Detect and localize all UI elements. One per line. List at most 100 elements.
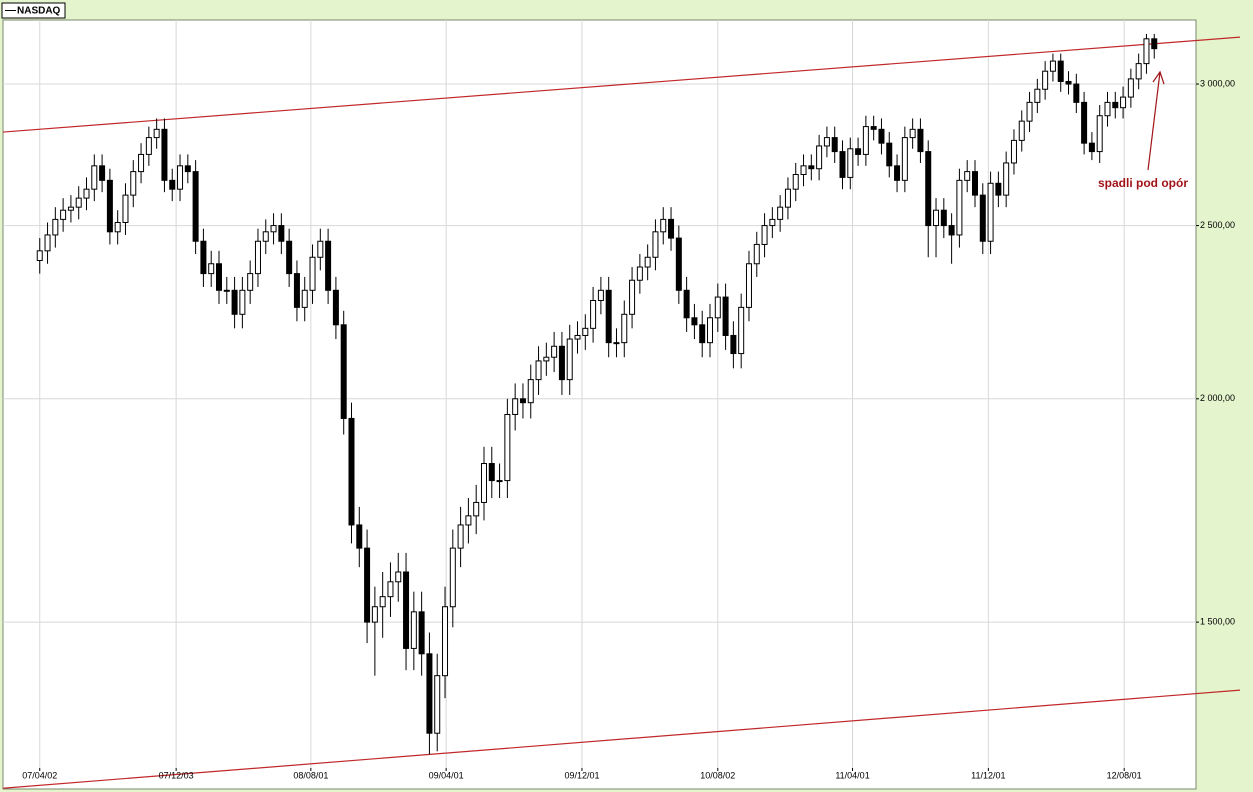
candle-body xyxy=(948,225,955,236)
candle-body xyxy=(465,515,472,526)
candle-body xyxy=(597,289,604,301)
candle-body xyxy=(699,324,706,344)
candle-body xyxy=(223,289,230,292)
candle-body xyxy=(473,501,480,517)
legend: NASDAQ xyxy=(1,2,66,19)
candle-body xyxy=(777,206,784,220)
legend-box xyxy=(1,2,66,19)
x-tick-label: 09/04/01 xyxy=(429,770,464,780)
candle-body xyxy=(1096,115,1103,153)
candle-body xyxy=(745,263,752,308)
candle-body xyxy=(278,225,285,242)
candle-body xyxy=(1143,38,1150,65)
candle-body xyxy=(122,194,129,223)
candle-body xyxy=(1081,101,1088,144)
candle-body xyxy=(909,128,916,139)
candle-body xyxy=(652,231,659,258)
candle-body xyxy=(145,137,152,155)
candle-body xyxy=(161,128,168,181)
candle-body xyxy=(67,206,74,211)
candle-body xyxy=(574,334,581,340)
trend-lines xyxy=(2,36,1241,789)
candle-body xyxy=(395,571,402,583)
candle-body xyxy=(262,231,269,242)
candle-body xyxy=(660,218,667,233)
candle-body xyxy=(683,289,690,319)
candle-body xyxy=(714,296,721,319)
candle-body xyxy=(1034,88,1041,103)
trend-line xyxy=(2,36,1241,133)
candle-body xyxy=(1026,101,1033,122)
candle-body xyxy=(956,179,963,236)
candle-body xyxy=(309,256,316,291)
candle-body xyxy=(418,611,425,655)
candles xyxy=(36,33,1158,755)
candle-body xyxy=(153,128,160,139)
candle-body xyxy=(753,243,760,265)
candle-body xyxy=(1018,120,1025,141)
candle-body xyxy=(1003,162,1010,196)
candle-body xyxy=(36,250,43,262)
x-tick-label: 11/12/01 xyxy=(971,770,1005,780)
candle-body xyxy=(566,338,573,381)
candle-body xyxy=(332,289,339,326)
candle-body xyxy=(177,165,184,190)
candle-body xyxy=(964,171,971,181)
candle-body xyxy=(301,289,308,308)
x-tick-label: 07/12/03 xyxy=(159,770,194,780)
candle-body xyxy=(371,606,378,623)
x-tick-label: 09/12/01 xyxy=(564,770,599,780)
candle-body xyxy=(995,182,1002,196)
candle-body xyxy=(722,296,729,336)
legend-label: NASDAQ xyxy=(17,6,61,17)
candle-body xyxy=(138,153,145,173)
candle-body xyxy=(293,273,300,308)
candle-body xyxy=(480,463,487,503)
y-tick-label: 2 500,00 xyxy=(1200,220,1235,230)
candle-body xyxy=(52,218,59,236)
candle-body xyxy=(254,240,261,275)
candle-body xyxy=(403,571,410,649)
candle-body xyxy=(644,256,651,268)
candle-body xyxy=(894,165,901,181)
candle-body xyxy=(636,266,643,281)
candle-body xyxy=(769,218,776,227)
candle-body xyxy=(831,137,838,153)
candle-body xyxy=(823,137,830,147)
candle-body xyxy=(340,324,347,419)
candle-body xyxy=(707,317,714,344)
candle-body xyxy=(691,317,698,326)
x-tick-label: 10/08/02 xyxy=(700,770,735,780)
candle-body xyxy=(839,151,846,178)
annotation-arrowhead xyxy=(1152,70,1165,85)
candle-body xyxy=(730,334,737,355)
candle-body xyxy=(442,606,449,677)
candle-body xyxy=(738,306,745,355)
candle-body xyxy=(208,263,215,275)
x-tick-label: 08/08/01 xyxy=(293,770,328,780)
y-tick-label: 2 000,00 xyxy=(1200,393,1235,403)
candle-body xyxy=(387,581,394,598)
candle-body xyxy=(979,194,986,242)
candle-body xyxy=(75,197,82,208)
annotation-text: spadli pod opór xyxy=(1098,176,1188,190)
candle-body xyxy=(870,126,877,130)
y-tick-label: 3 000,00 xyxy=(1200,78,1235,88)
candle-body xyxy=(886,142,893,167)
candle-body xyxy=(99,165,106,181)
candle-body xyxy=(1073,83,1080,103)
candle-body xyxy=(1120,96,1127,109)
plot-area xyxy=(2,19,1197,790)
candle-body xyxy=(184,165,191,173)
candle-body xyxy=(200,240,207,275)
candle-body xyxy=(1104,101,1111,117)
candle-body xyxy=(231,289,238,315)
candle-body xyxy=(629,279,636,315)
candle-body xyxy=(457,524,464,549)
trend-line xyxy=(2,689,1241,789)
candle-body xyxy=(590,299,597,329)
candle-body xyxy=(379,596,386,608)
y-tick-label: 1 500,00 xyxy=(1200,616,1235,626)
candle-body xyxy=(410,611,417,649)
